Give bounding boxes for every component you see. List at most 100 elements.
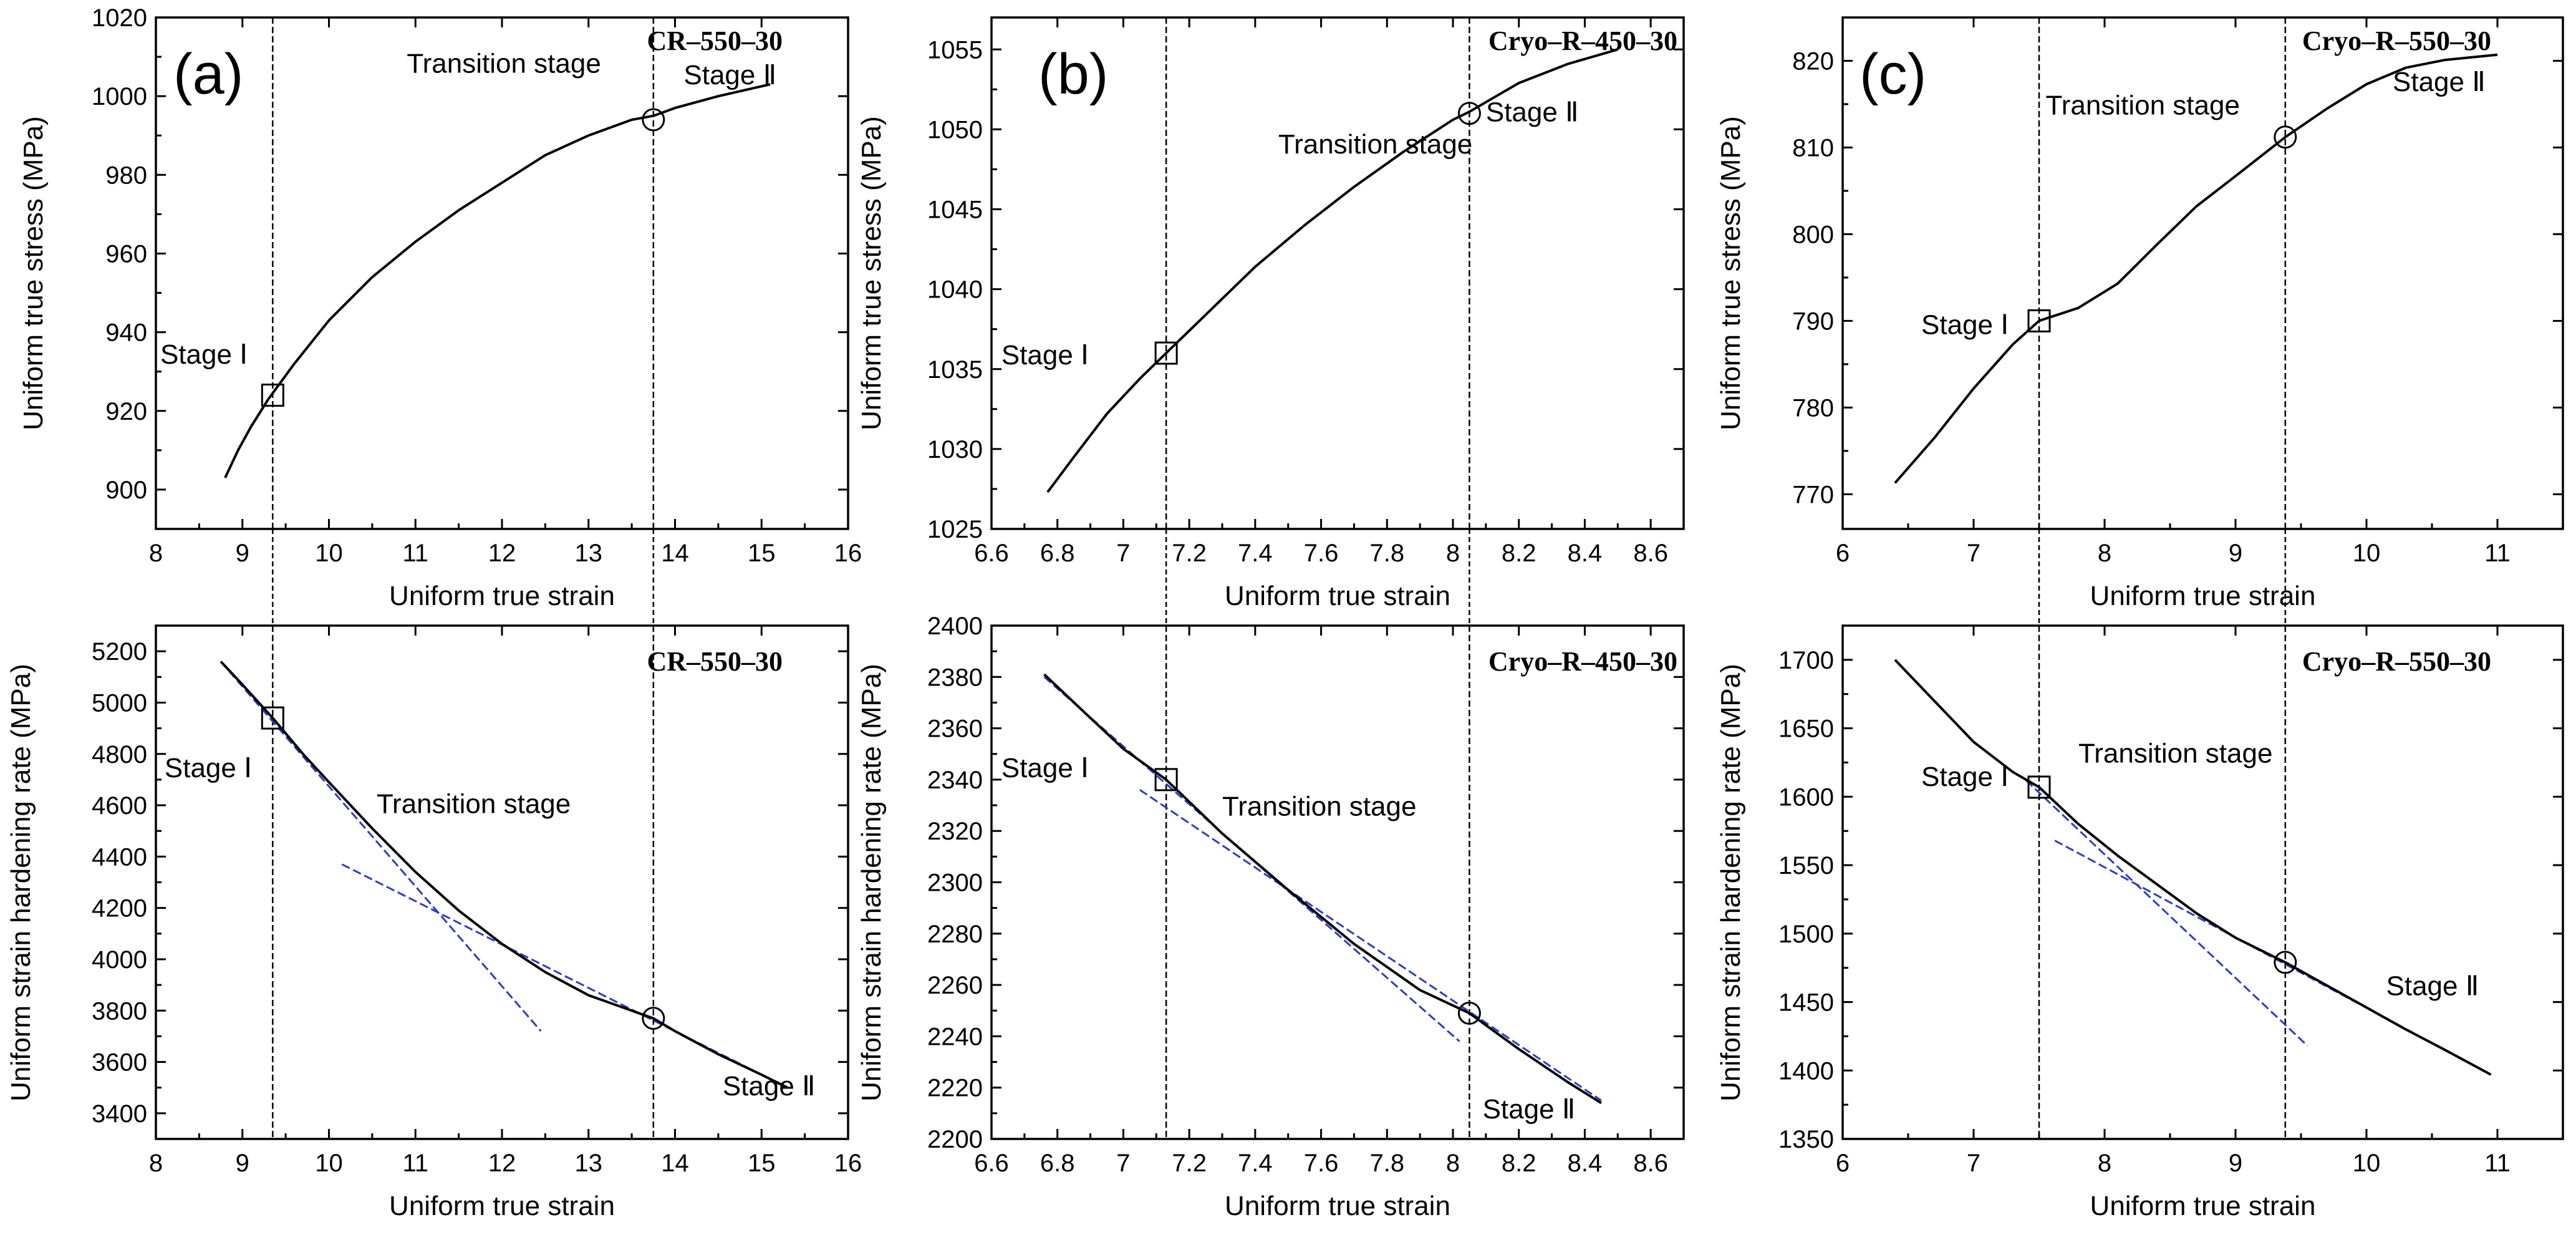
y-tick-label: 960 [105, 240, 147, 268]
y-tick-label: 1035 [927, 356, 983, 384]
x-tick-label: 7.8 [1369, 540, 1404, 567]
x-tick-label: 8.2 [1502, 1150, 1536, 1177]
x-tick-label: 14 [661, 1150, 689, 1177]
y-tick-label: 4000 [92, 946, 147, 974]
sample-label: Cryo–R–550–30 [2302, 646, 2491, 677]
x-tick-label: 7.2 [1172, 1150, 1207, 1177]
stage-annotation: Stage Ⅰ [1001, 753, 1089, 783]
x-tick-label: 6 [1836, 1150, 1850, 1177]
x-tick-label: 10 [2353, 1150, 2381, 1177]
x-tick-label: 6.8 [1040, 1150, 1075, 1177]
y-tick-label: 1600 [1778, 783, 1834, 811]
y-tick-label: 1020 [92, 4, 147, 32]
series-line [1046, 48, 1618, 493]
y-tick-label: 900 [105, 477, 147, 504]
x-tick-label: 7 [1116, 540, 1130, 567]
y-tick-label: 1030 [927, 436, 983, 463]
y-tick-label: 1040 [927, 276, 983, 304]
x-tick-label: 7.8 [1369, 1150, 1404, 1177]
y-tick-label: 2380 [927, 664, 983, 691]
y-axis-title: Uniform strain hardening rate (MPa) [856, 664, 887, 1102]
x-tick-label: 8.6 [1633, 1150, 1668, 1177]
y-tick-label: 3800 [92, 997, 147, 1025]
stage-marker-square [1154, 768, 1178, 792]
x-tick-label: 11 [402, 540, 428, 567]
y-tick-label: 1055 [927, 36, 983, 64]
stage-marker-circle [1457, 1001, 1481, 1025]
stage-annotation: Transition stage [1222, 792, 1416, 822]
series-line [1894, 53, 2498, 484]
x-axis-title: Uniform true strain [1225, 1191, 1450, 1221]
panel-label: (a) [173, 42, 243, 106]
x-axis-title: Uniform true strain [2090, 581, 2316, 611]
y-tick-label: 4600 [92, 792, 147, 820]
y-tick-label: 780 [1792, 394, 1834, 422]
y-tick-label: 1650 [1778, 715, 1834, 743]
stage-marker-circle [2274, 951, 2297, 974]
y-tick-label: 1050 [927, 116, 983, 143]
x-axis-title: Uniform true strain [1225, 581, 1450, 611]
stage-annotation: Stage Ⅰ [1921, 762, 2009, 792]
y-tick-label: 2200 [927, 1126, 983, 1153]
y-tick-label: 1000 [92, 83, 147, 110]
x-tick-label: 6 [1836, 540, 1850, 567]
chart-a_rate: 8 9 10 11 12 13 14 15 16 3400 3600 3800 4000 4200 4400… [6, 624, 862, 1221]
x-tick-label: 12 [488, 1150, 516, 1177]
x-axis-title: Uniform true strain [2090, 1191, 2316, 1221]
x-tick-label: 10 [315, 1150, 343, 1177]
stage-annotation: Stage Ⅱ [1486, 97, 1579, 128]
y-tick-label: 4800 [92, 741, 147, 768]
plot-frame [155, 16, 849, 530]
y-tick-label: 790 [1792, 308, 1834, 335]
stage-annotation: Transition stage [2046, 90, 2240, 121]
stage-marker-square [261, 384, 284, 407]
stage-annotation: Transition stage [2078, 738, 2272, 768]
x-tick-label: 7.6 [1304, 1150, 1339, 1177]
plot-frame [990, 16, 1685, 530]
x-tick-label: 6.6 [974, 1150, 1009, 1177]
chart-a_stress: 8 9 10 11 12 13 14 15 16 900 920 940 960 980 1000 1020 U… [18, 4, 862, 611]
chart-b_stress: 6.6 6.8 7 7.2 7.4 7.6 7.8 8 8.2 8.4 8.6 1025 1030 103… [856, 16, 1685, 611]
x-tick-label: 6.8 [1040, 540, 1075, 567]
chart-c_rate: 6 7 8 9 10 11 1350 1400 1450 1500 1550 1600 1650 1700… [1715, 624, 2564, 1221]
x-tick-label: 11 [2484, 540, 2511, 567]
y-tick-label: 2260 [927, 972, 983, 999]
x-tick-label: 15 [748, 1150, 776, 1177]
y-tick-label: 2340 [927, 767, 983, 794]
sample-label: CR–550–30 [647, 646, 783, 677]
x-tick-label: 8 [149, 1150, 163, 1177]
series-line [219, 661, 788, 1089]
x-tick-label: 7 [1967, 1150, 1980, 1177]
fit-line [219, 661, 542, 1032]
stage-marker-circle [1457, 102, 1481, 125]
x-tick-label: 9 [236, 1150, 249, 1177]
x-tick-label: 10 [315, 540, 343, 567]
panel-label: (c) [1860, 42, 1926, 106]
x-tick-label: 15 [748, 540, 776, 567]
x-tick-label: 11 [2484, 1150, 2511, 1177]
x-tick-label: 9 [236, 540, 249, 567]
y-tick-label: 5000 [92, 689, 147, 717]
y-tick-label: 810 [1792, 134, 1834, 162]
x-tick-label: 6.6 [974, 540, 1009, 567]
fit-line [1139, 789, 1602, 1102]
x-tick-label: 10 [2353, 540, 2381, 567]
stage-annotation: Stage Ⅰ [1921, 309, 2009, 340]
y-tick-label: 5200 [92, 638, 147, 666]
x-tick-label: 8.4 [1568, 1150, 1603, 1177]
chart-b_rate: 6.6 6.8 7 7.2 7.4 7.6 7.8 8 8.2 8.4 8.6 2200 2220 224… [856, 613, 1685, 1221]
stage-marker-circle [642, 108, 665, 132]
y-tick-label: 3400 [92, 1100, 147, 1128]
y-tick-label: 1700 [1778, 647, 1834, 674]
x-tick-label: 8 [2098, 540, 2111, 567]
stage-annotation: Transition stage [407, 48, 601, 79]
y-tick-label: 980 [105, 162, 147, 189]
sample-label: Cryo–R–450–30 [1488, 26, 1677, 56]
sample-label: Cryo–R–450–30 [1488, 646, 1677, 677]
y-tick-label: 800 [1792, 221, 1834, 248]
y-tick-label: 2400 [927, 613, 983, 640]
x-tick-label: 7.6 [1304, 540, 1339, 567]
y-tick-label: 2280 [927, 921, 983, 948]
y-axis-title: Uniform strain hardening rate (MPa) [6, 664, 36, 1102]
